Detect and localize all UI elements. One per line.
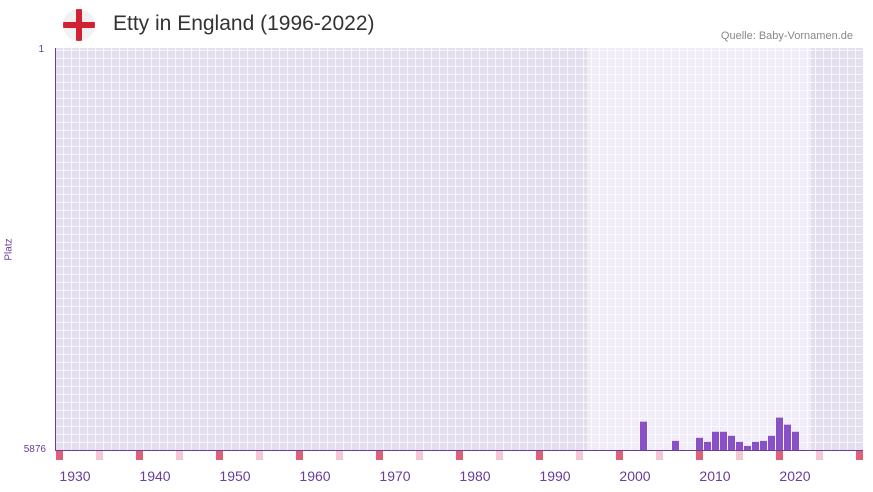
y-axis-title: Platz: [3, 238, 15, 261]
year-marker: [816, 451, 823, 460]
year-marker: [656, 451, 663, 460]
x-tick-label: 1930: [59, 468, 91, 484]
year-marker: [176, 451, 183, 460]
bar-2020: [792, 431, 799, 450]
bar-2008: [696, 437, 703, 450]
year-marker: [736, 451, 743, 460]
year-marker: [536, 451, 543, 460]
x-tick-label: 1970: [379, 468, 411, 484]
source-label: Quelle: Baby-Vornamen.de: [720, 30, 853, 42]
chart-title: Etty in England (1996-2022): [113, 12, 375, 35]
year-marker: [56, 451, 63, 460]
year-marker: [856, 451, 863, 460]
bar-2016: [760, 440, 767, 450]
x-tick-label: 1980: [459, 468, 491, 484]
year-marker: [336, 451, 343, 460]
bar-2011: [720, 431, 727, 450]
bar-2012: [728, 435, 735, 450]
y-tick-top: 1: [38, 44, 44, 55]
year-marker: [456, 451, 463, 460]
bar-2013: [736, 441, 743, 450]
bar-2010: [712, 431, 719, 450]
year-marker: [216, 451, 223, 460]
year-marker: [696, 451, 703, 460]
x-tick-label: 1940: [139, 468, 171, 484]
bar-2001: [640, 421, 647, 450]
x-tick-label: 2010: [699, 468, 731, 484]
x-tick-label: 1950: [219, 468, 251, 484]
bar-2015: [752, 441, 759, 450]
year-marker: [256, 451, 263, 460]
bar-2009: [704, 441, 711, 450]
year-marker: [376, 451, 383, 460]
year-marker: [496, 451, 503, 460]
year-marker: [416, 451, 423, 460]
year-marker: [96, 451, 103, 460]
bar-2005: [672, 440, 679, 450]
year-marker: [776, 451, 783, 460]
year-marker: [136, 451, 143, 460]
bar-2019: [784, 424, 791, 450]
year-marker: [296, 451, 303, 460]
y-axis-line: [55, 48, 56, 451]
bar-2018: [776, 417, 783, 450]
x-tick-label: 1960: [299, 468, 331, 484]
england-flag-icon: [63, 9, 95, 41]
y-tick-bottom: 5876: [23, 444, 46, 455]
x-tick-label: 2020: [779, 468, 811, 484]
x-axis-line: [55, 450, 863, 451]
bar-2014: [744, 445, 751, 450]
bar-2017: [768, 435, 775, 450]
year-marker: [616, 451, 623, 460]
x-tick-label: 1990: [539, 468, 571, 484]
x-tick-label: 2000: [619, 468, 651, 484]
year-marker: [576, 451, 583, 460]
